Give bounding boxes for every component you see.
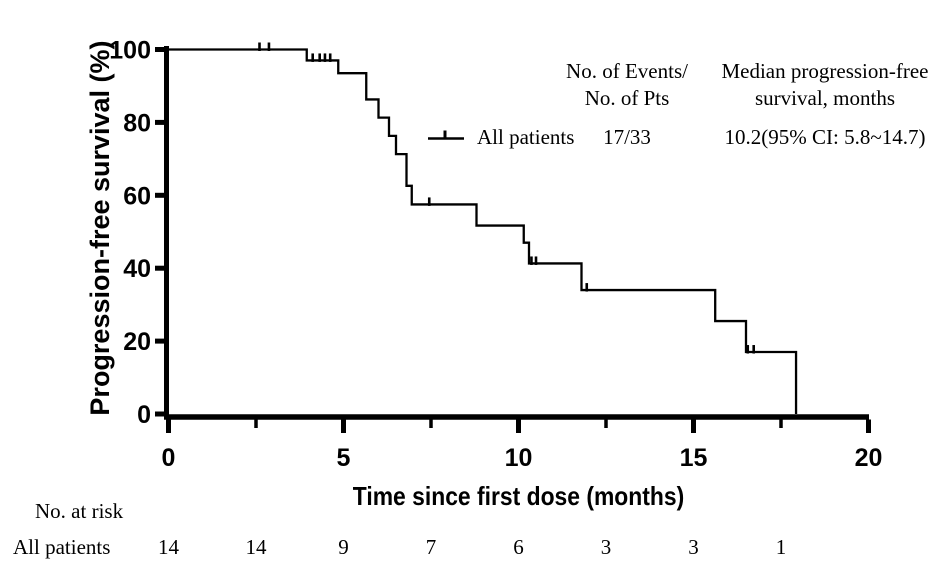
- x-axis-tick-label: 15: [680, 444, 708, 472]
- risk-table-row-label: All patients: [13, 535, 111, 559]
- risk-count: 14: [245, 535, 267, 559]
- legend-series-label: All patients: [477, 125, 575, 149]
- risk-count: 7: [425, 535, 437, 559]
- y-axis-tick-label: 80: [123, 109, 151, 137]
- risk-count: 3: [600, 535, 612, 559]
- y-axis-title: Progression-free survival (%): [85, 40, 115, 416]
- x-axis-tick-label: 0: [162, 444, 176, 472]
- legend-series-events-value: 17/33: [603, 125, 651, 149]
- legend-series-median-value: 10.2(95% CI: 5.8~14.7): [724, 125, 926, 149]
- legend-header-median-line1: Median progression-free: [721, 59, 929, 83]
- risk-count: 1: [775, 535, 787, 559]
- risk-count: 6: [513, 535, 524, 559]
- x-axis-tick-label: 20: [855, 444, 883, 472]
- risk-table-title: No. at risk: [35, 499, 124, 523]
- x-axis-tick-label: 10: [505, 444, 533, 472]
- legend-header-events-line1: No. of Events/: [566, 59, 688, 83]
- km-line-marker-icon: [428, 130, 464, 140]
- legend-header-median: Median progression-free survival, months: [690, 58, 931, 112]
- y-axis-tick-label: 0: [137, 401, 151, 429]
- risk-count: 3: [688, 535, 699, 559]
- x-axis-title: Time since first dose (months): [352, 481, 685, 511]
- legend-header-median-line2: survival, months: [755, 86, 895, 110]
- y-axis-tick-label: 60: [123, 182, 151, 210]
- y-axis-tick-label: 100: [109, 37, 151, 65]
- x-axis-tick-label: 5: [337, 444, 351, 472]
- risk-count: 14: [158, 535, 179, 559]
- legend-header-events: No. of Events/ No. of Pts: [517, 58, 737, 112]
- risk-count: 9: [338, 535, 349, 559]
- legend-header-events-line2: No. of Pts: [584, 86, 670, 110]
- km-curve: [168, 48, 798, 414]
- y-axis-tick-label: 20: [123, 328, 151, 356]
- y-axis-tick-label: 40: [123, 255, 151, 283]
